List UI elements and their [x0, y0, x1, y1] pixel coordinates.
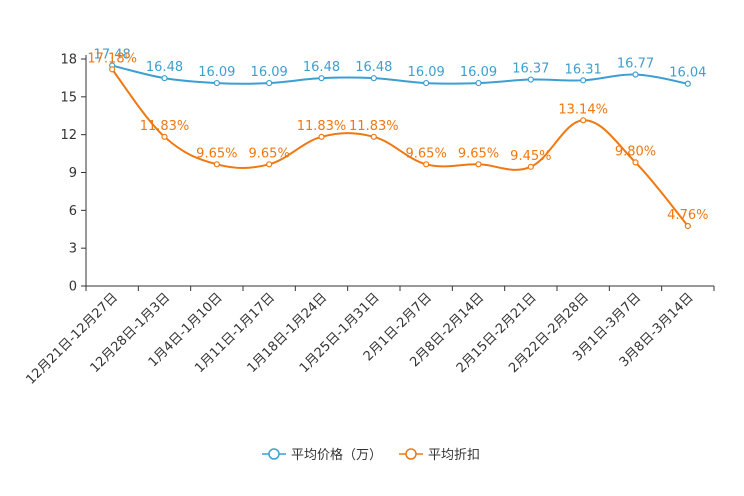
data-label: 9.65% — [249, 146, 290, 161]
data-point — [475, 161, 482, 168]
data-point — [580, 117, 587, 124]
data-point — [684, 222, 691, 230]
data-label: 16.48 — [146, 60, 183, 75]
data-label: 16.31 — [565, 62, 602, 77]
data-label: 16.09 — [408, 65, 445, 80]
data-point — [580, 77, 587, 84]
data-point — [527, 76, 534, 83]
data-point — [161, 75, 168, 82]
data-point — [527, 163, 534, 170]
data-point — [266, 161, 273, 168]
data-label: 16.77 — [617, 57, 654, 72]
data-label: 16.04 — [669, 66, 706, 81]
data-point — [475, 79, 482, 87]
data-point — [423, 79, 430, 87]
data-label: 11.83% — [297, 119, 347, 134]
data-labels: 17.48 16.48 16.09 16.09 16.48 16.48 16.09 16.09… — [87, 48, 708, 223]
data-point — [213, 79, 220, 87]
y-tick-label: 18 — [60, 53, 77, 68]
data-point — [370, 75, 377, 82]
legend-item-1[interactable]: 平均价格（万） — [262, 447, 382, 463]
y-tick-label: 6 — [69, 204, 77, 219]
data-point — [423, 161, 430, 168]
data-label: 9.80% — [615, 144, 656, 159]
data-label: 16.48 — [355, 60, 392, 75]
legend-marker-icon — [268, 448, 280, 460]
data-point — [684, 80, 691, 87]
axes: 036912151812月21日-12月27日12月28日-1月3日1月4日-1… — [24, 53, 715, 388]
y-tick-label: 9 — [69, 166, 77, 181]
data-label: 9.65% — [196, 146, 237, 161]
y-tick-label: 0 — [69, 280, 77, 295]
data-label: 9.65% — [458, 146, 499, 161]
data-point — [109, 66, 116, 73]
y-tick-label: 3 — [69, 242, 77, 257]
data-point — [318, 75, 325, 82]
data-label: 16.09 — [198, 65, 235, 80]
data-point — [632, 71, 639, 78]
data-point — [266, 79, 273, 87]
legend-marker-icon — [405, 448, 417, 460]
data-label: 16.09 — [251, 65, 288, 80]
data-point — [632, 159, 639, 166]
data-label: 17.48 — [94, 48, 131, 63]
series-line-1 — [111, 64, 689, 85]
data-label: 13.14% — [558, 102, 608, 117]
data-point — [161, 133, 168, 140]
data-label: 16.48 — [303, 60, 340, 75]
x-tick-label: 12月21日-12月27日 — [24, 290, 121, 387]
data-label: 16.09 — [460, 65, 497, 80]
data-label: 9.65% — [406, 146, 447, 161]
data-label: 11.83% — [349, 119, 399, 134]
data-point — [318, 133, 325, 140]
data-point — [370, 133, 377, 140]
y-tick-label: 15 — [60, 90, 77, 105]
series-layer — [109, 62, 691, 230]
legend-item-2[interactable]: 平均折扣 — [399, 448, 480, 463]
data-label: 16.37 — [512, 62, 549, 77]
data-point — [213, 161, 220, 168]
legend-label: 平均价格（万） — [291, 447, 382, 463]
y-tick-label: 12 — [60, 128, 77, 143]
data-label: 17.18% — [87, 51, 137, 66]
legend[interactable]: 平均价格（万） 平均折扣 — [262, 447, 480, 463]
series-line-2 — [111, 68, 689, 227]
data-label: 11.83% — [140, 119, 190, 134]
data-label: 9.45% — [510, 149, 551, 164]
data-label: 4.76% — [667, 208, 708, 223]
legend-label: 平均折扣 — [428, 448, 480, 463]
